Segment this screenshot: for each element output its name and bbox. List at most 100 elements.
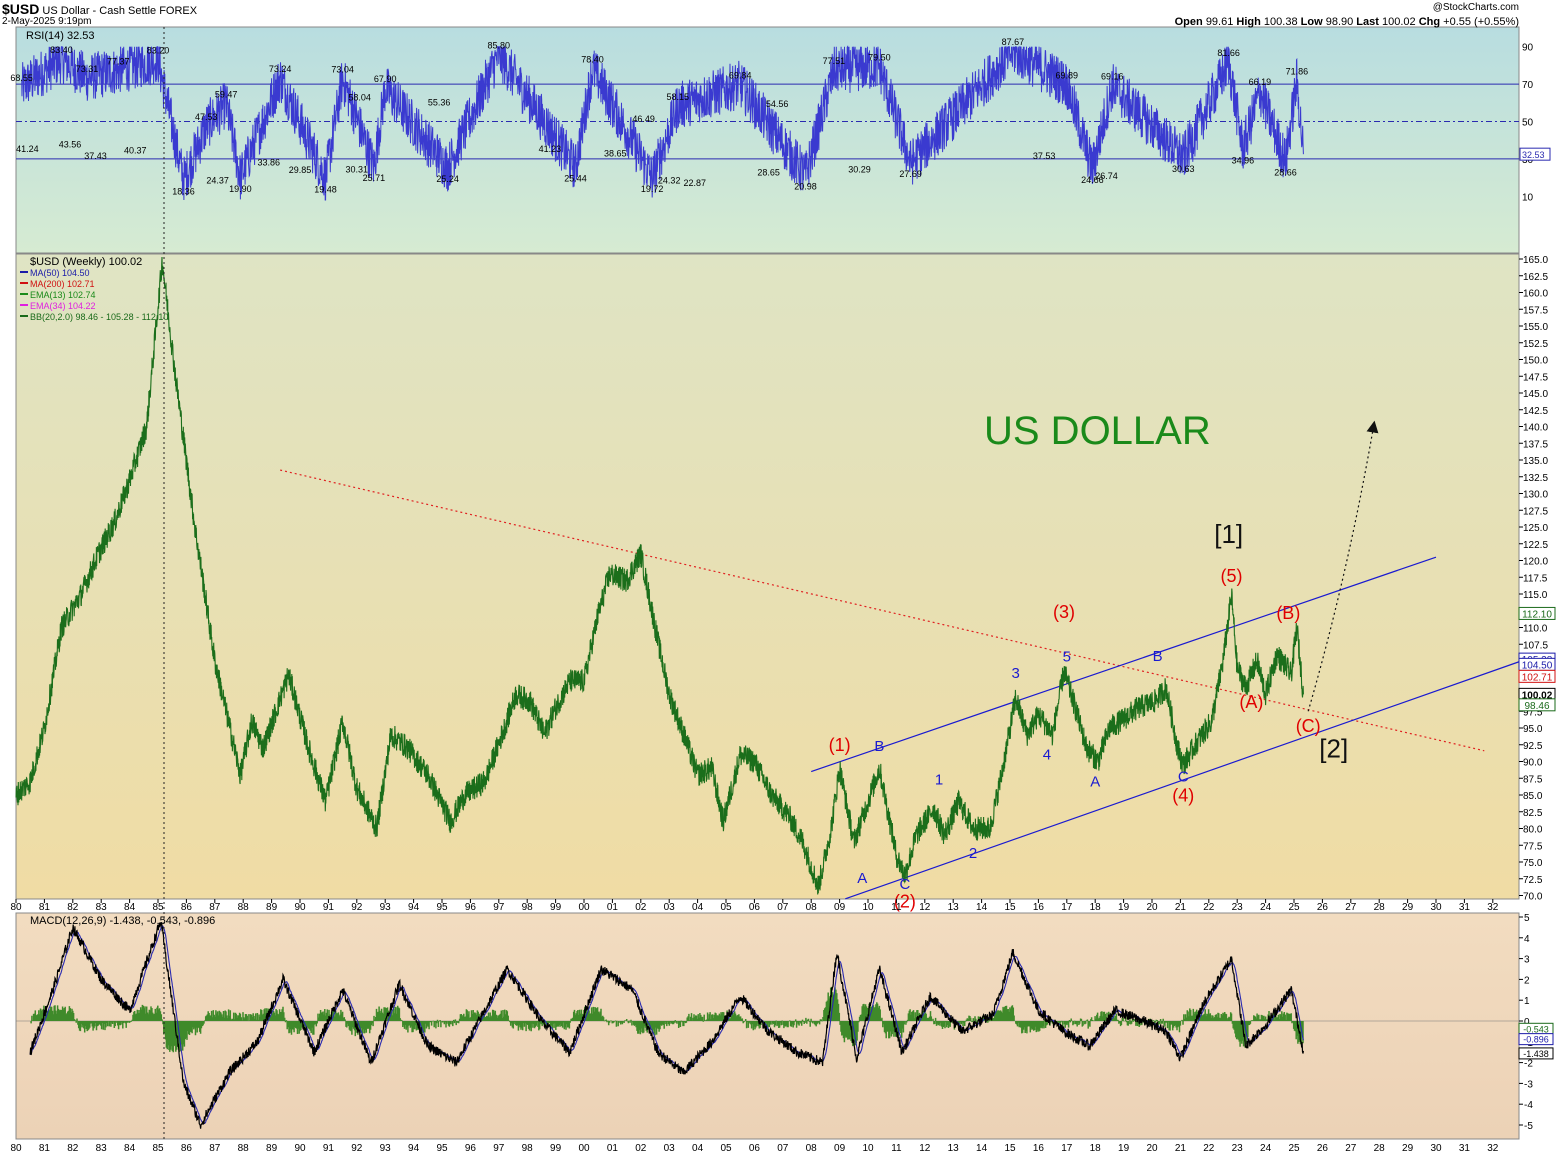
price-badge (1518, 669, 1556, 683)
price-tick-label: 127.5 (1523, 506, 1548, 517)
price-tick-label: 155.0 (1523, 322, 1548, 333)
x-tick-label-bottom: 97 (493, 1143, 505, 1154)
x-axis: 80 80 81 81 82 82 83 83 84 84 85 85 86 86 87 87 88 88 89 89… (10, 899, 1499, 1154)
rsi-peak-label: 73.31 (76, 64, 99, 74)
price-tick-label: 120.0 (1523, 557, 1548, 568)
x-tick-label-bottom: 08 (806, 1143, 818, 1154)
x-tick-label-bottom: 96 (465, 1143, 477, 1154)
x-tick-label: 86 (181, 902, 193, 913)
x-tick-label-bottom: 87 (209, 1143, 221, 1154)
x-tick-label: 12 (919, 902, 931, 913)
rsi-trough-label: 19.90 (229, 184, 252, 194)
header-left: $USD US Dollar - Cash Settle FOREX (2, 1, 197, 17)
symbol: $USD (2, 1, 40, 17)
x-tick-label-bottom: 88 (238, 1143, 250, 1154)
rsi-tick-label: 90 (1522, 43, 1534, 54)
x-tick-label: 01 (607, 902, 619, 913)
rsi-current-value: 32.53 (1522, 150, 1545, 160)
rsi-trough-label: 38.65 (604, 149, 627, 159)
x-tick-label-bottom: 00 (578, 1143, 590, 1154)
rsi-peak-label: 58.15 (666, 92, 689, 102)
rsi-peak-label: 77.51 (823, 56, 846, 66)
price-panel-bg (15, 253, 1520, 900)
price-tick-label: 130.0 (1523, 490, 1548, 501)
x-tick-label-bottom: 27 (1345, 1143, 1357, 1154)
rsi-trough-label: 22.87 (683, 178, 706, 188)
rsi-trough-label: 18.36 (172, 187, 195, 197)
x-tick-label: 32 (1487, 902, 1499, 913)
rsi-trough-label: 30.29 (848, 164, 871, 174)
wave-label: C (899, 876, 910, 893)
x-tick-label: 10 (862, 902, 874, 913)
x-tick-label: 07 (777, 902, 789, 913)
x-tick-label-bottom: 09 (834, 1143, 846, 1154)
macd-tick-label: -3 (1524, 1079, 1533, 1090)
chart-annotation-title: US DOLLAR (984, 409, 1211, 453)
rsi-tick-label: 10 (1522, 192, 1534, 203)
price-tick-label: 150.0 (1523, 356, 1548, 367)
rsi-peak-label: 73.04 (331, 64, 354, 74)
x-tick-label-bottom: 28 (1374, 1143, 1386, 1154)
rsi-trough-label: 29.85 (289, 165, 312, 175)
wave-label: C (1178, 769, 1189, 786)
rsi-trough-label: 26.74 (1095, 171, 1118, 181)
rsi-peak-label: 83.40 (50, 45, 73, 55)
wave-label: [1] (1214, 519, 1243, 549)
x-tick-label-bottom: 23 (1232, 1143, 1244, 1154)
x-tick-label-bottom: 89 (266, 1143, 278, 1154)
price-badge-value: 112.10 (1522, 609, 1552, 620)
x-tick-label: 17 (1061, 902, 1073, 913)
x-tick-label: 96 (465, 902, 477, 913)
x-tick-label: 05 (720, 902, 732, 913)
x-tick-label-bottom: 01 (607, 1143, 619, 1154)
x-tick-label-bottom: 30 (1430, 1143, 1442, 1154)
wave-label: B (1153, 648, 1163, 665)
x-tick-label: 91 (323, 902, 335, 913)
x-tick-label-bottom: 24 (1260, 1143, 1272, 1154)
price-tick-label: 77.5 (1523, 841, 1543, 852)
wave-label: 4 (1043, 746, 1051, 763)
macd-tick-label: 5 (1524, 913, 1530, 924)
x-tick-label: 83 (96, 902, 108, 913)
wave-label: (4) (1172, 786, 1194, 806)
rsi-peak-label: 67.90 (374, 74, 397, 84)
wave-label: (2) (894, 892, 916, 912)
rsi-trough-label: 37.53 (1033, 151, 1056, 161)
price-tick-label: 97.5 (1523, 707, 1543, 718)
x-tick-label: 02 (635, 902, 647, 913)
price-tick-label: 70.0 (1523, 892, 1543, 903)
price-badge-value: 100.02 (1522, 690, 1553, 701)
rsi-trough-label: 28.66 (1274, 167, 1297, 177)
wave-label: (C) (1296, 716, 1321, 736)
x-tick-label: 93 (380, 902, 392, 913)
rsi-peak-label: 85.80 (488, 41, 511, 51)
macd-tick-label: -4 (1524, 1100, 1533, 1111)
x-tick-label: 25 (1288, 902, 1300, 913)
wave-label: [2] (1319, 733, 1348, 763)
x-tick-label-bottom: 92 (351, 1143, 363, 1154)
macd-tick-label: -5 (1524, 1121, 1533, 1132)
x-tick-label: 18 (1090, 902, 1102, 913)
rsi-line (21, 45, 1304, 201)
x-tick-label-bottom: 82 (67, 1143, 79, 1154)
rsi-trough-label: 34.96 (1232, 156, 1255, 166)
x-tick-label: 08 (806, 902, 818, 913)
x-tick-label-bottom: 19 (1118, 1143, 1130, 1154)
legend-swatch (20, 304, 28, 306)
rsi-peak-label: 68.55 (10, 73, 33, 83)
rsi-trough-label: 24.37 (206, 175, 229, 185)
x-tick-label-bottom: 12 (919, 1143, 931, 1154)
rsi-trough-label: 28.65 (757, 167, 780, 177)
price-tick-label: 145.0 (1523, 389, 1548, 400)
macd-badge-value: -0.896 (1523, 1035, 1549, 1045)
price-tick-label: 75.0 (1523, 858, 1543, 869)
x-tick-label-bottom: 31 (1459, 1143, 1471, 1154)
price-tick-label: 82.5 (1523, 808, 1543, 819)
wave-label: (A) (1239, 692, 1263, 712)
price-tick-label: 80.0 (1523, 825, 1543, 836)
price-tick-label: 110.0 (1523, 624, 1548, 635)
x-tick-label: 00 (578, 902, 590, 913)
price-tick-label: 85.0 (1523, 791, 1543, 802)
